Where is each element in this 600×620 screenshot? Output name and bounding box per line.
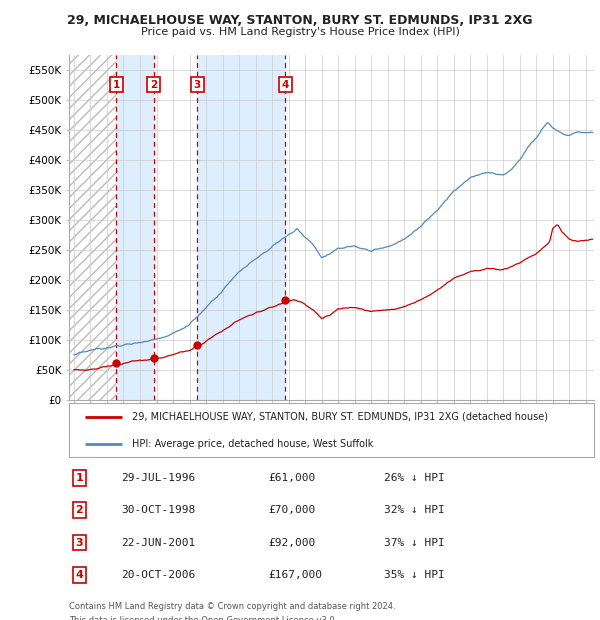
- Text: 2: 2: [76, 505, 83, 515]
- Text: £92,000: £92,000: [269, 538, 316, 547]
- Text: 20-OCT-2006: 20-OCT-2006: [121, 570, 196, 580]
- Text: 37% ↓ HPI: 37% ↓ HPI: [384, 538, 445, 547]
- Text: 3: 3: [194, 79, 201, 89]
- Text: 26% ↓ HPI: 26% ↓ HPI: [384, 472, 445, 483]
- Text: £70,000: £70,000: [269, 505, 316, 515]
- Text: 22-JUN-2001: 22-JUN-2001: [121, 538, 196, 547]
- Text: 29, MICHAELHOUSE WAY, STANTON, BURY ST. EDMUNDS, IP31 2XG (detached house): 29, MICHAELHOUSE WAY, STANTON, BURY ST. …: [132, 412, 548, 422]
- Text: 1: 1: [76, 472, 83, 483]
- Text: 3: 3: [76, 538, 83, 547]
- Text: Contains HM Land Registry data © Crown copyright and database right 2024.: Contains HM Land Registry data © Crown c…: [69, 601, 395, 611]
- Bar: [69, 55, 116, 400]
- Text: £61,000: £61,000: [269, 472, 316, 483]
- Text: HPI: Average price, detached house, West Suffolk: HPI: Average price, detached house, West…: [132, 439, 373, 449]
- Text: 4: 4: [76, 570, 83, 580]
- Text: £167,000: £167,000: [269, 570, 323, 580]
- Text: 1: 1: [113, 79, 120, 89]
- Text: 29-JUL-1996: 29-JUL-1996: [121, 472, 196, 483]
- Text: This data is licensed under the Open Government Licence v3.0.: This data is licensed under the Open Gov…: [69, 616, 337, 620]
- Text: 32% ↓ HPI: 32% ↓ HPI: [384, 505, 445, 515]
- Text: 29, MICHAELHOUSE WAY, STANTON, BURY ST. EDMUNDS, IP31 2XG: 29, MICHAELHOUSE WAY, STANTON, BURY ST. …: [67, 14, 533, 27]
- Text: Price paid vs. HM Land Registry's House Price Index (HPI): Price paid vs. HM Land Registry's House …: [140, 27, 460, 37]
- Text: 4: 4: [281, 79, 289, 89]
- Text: 35% ↓ HPI: 35% ↓ HPI: [384, 570, 445, 580]
- Text: 30-OCT-1998: 30-OCT-1998: [121, 505, 196, 515]
- Text: 2: 2: [150, 79, 157, 89]
- Bar: [197, 55, 285, 400]
- Bar: [116, 55, 154, 400]
